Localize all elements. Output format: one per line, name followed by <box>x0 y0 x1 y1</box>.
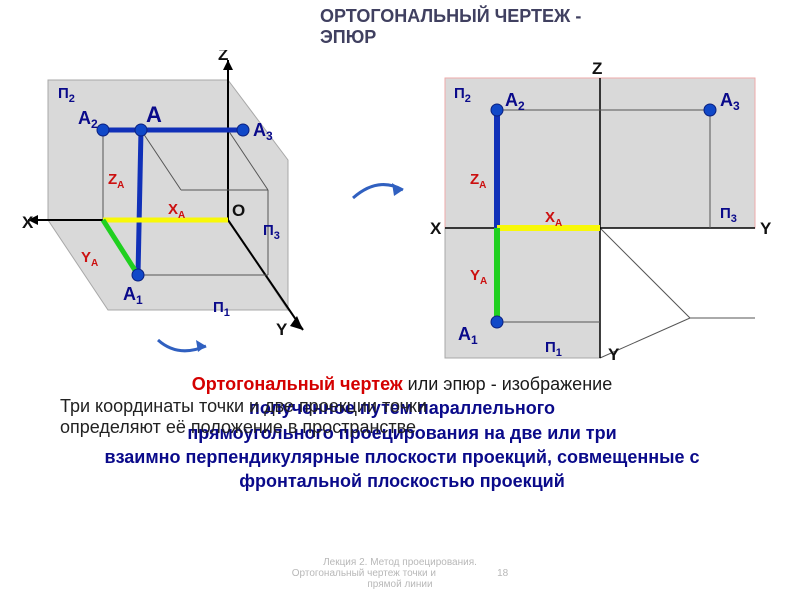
label2d-y2: Y <box>608 345 620 364</box>
fold-lines <box>600 228 755 358</box>
definition-rest1: или эпюр - изображение <box>403 374 613 394</box>
definition-rest4: взаимно перпендикулярные плоскости проек… <box>105 447 700 491</box>
transition-arrow-icon <box>348 168 418 218</box>
label-o: O <box>232 201 245 220</box>
footer: Лекция 2. Метод проецирования. Ортогонал… <box>0 557 800 590</box>
point2d-a1 <box>491 316 503 328</box>
title-line1: ОРТОГОНАЛЬНЫЙ ЧЕРТЕЖ - <box>320 6 581 26</box>
body-text: Три координаты точки и две проекции точк… <box>60 396 480 438</box>
body-text-inner: Три координаты точки и две проекции точк… <box>60 396 427 437</box>
definition-lead: Ортогональный чертеж <box>192 374 403 394</box>
footer-page: 18 <box>497 568 508 579</box>
diagram-3d: П2 П3 П1 A2 A A3 A1 X Z Y O XA YA ZA <box>18 50 358 370</box>
point2d-a3 <box>704 104 716 116</box>
footer-l1: Лекция 2. Метод проецирования. <box>323 557 477 568</box>
label-y-axis: Y <box>276 320 288 339</box>
footer-l2: Ортогональный чертеж точки и <box>292 568 436 579</box>
label2d-x: X <box>430 219 442 238</box>
footer-l3: прямой линии <box>367 579 432 590</box>
line-a-a1 <box>138 130 141 275</box>
label-z-axis: Z <box>218 50 228 64</box>
axis-y-arrow <box>290 316 303 330</box>
point2d-a2 <box>491 104 503 116</box>
label-a: A <box>146 102 162 127</box>
title-line2: ЭПЮР <box>320 27 376 47</box>
label-x-axis: X <box>22 213 34 232</box>
label2d-z: Z <box>592 59 602 78</box>
page-title: ОРТОГОНАЛЬНЫЙ ЧЕРТЕЖ - ЭПЮР <box>320 6 581 48</box>
point-a1 <box>132 269 144 281</box>
label2d-y1: Y <box>760 219 772 238</box>
point-a2 <box>97 124 109 136</box>
label-a3: A3 <box>253 120 273 143</box>
diagram-2d: П2 П3 П1 A2 A3 A1 X Z Y Y XA YA ZA <box>420 50 780 370</box>
point-a3 <box>237 124 249 136</box>
